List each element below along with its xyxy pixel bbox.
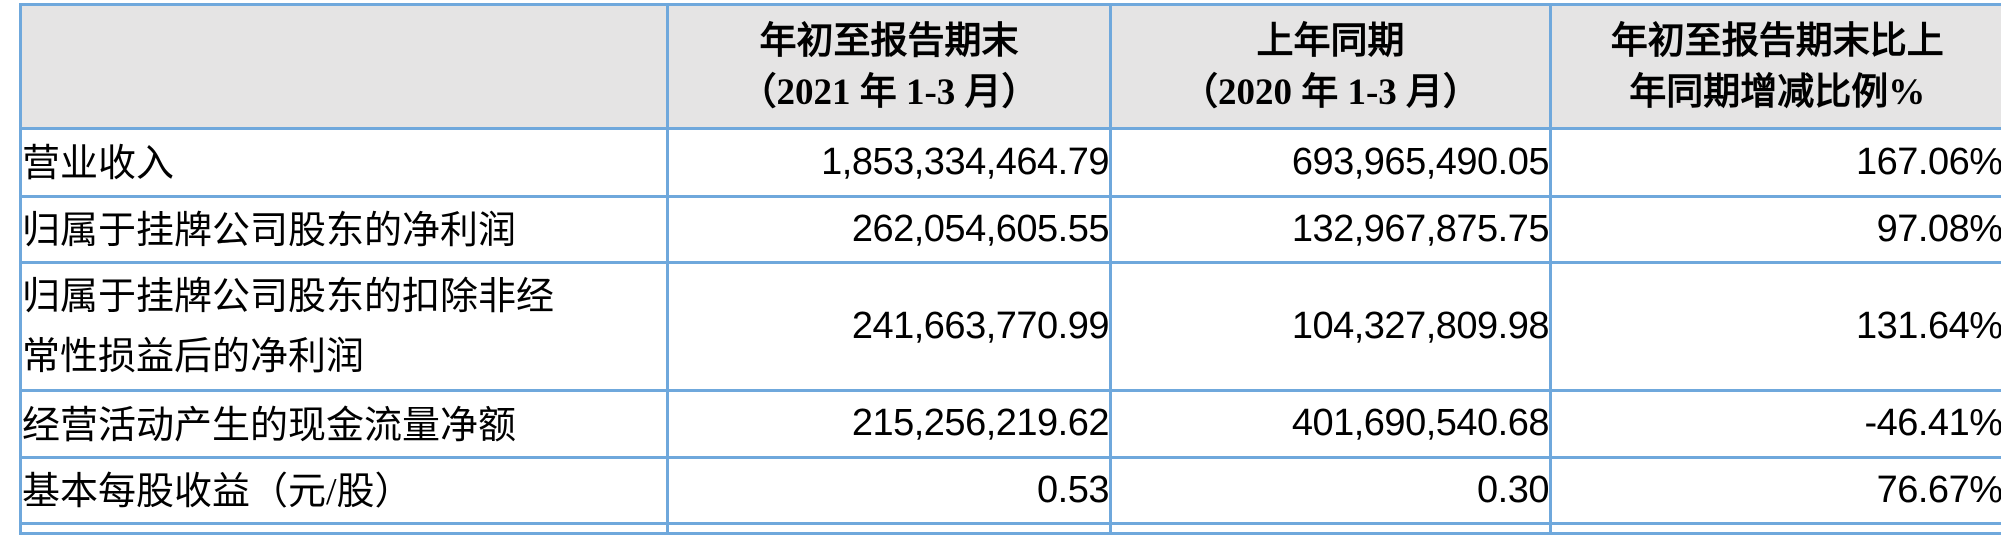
metric-label-cell: 经营活动产生的现金流量净额 [19, 389, 669, 459]
prior-period-value-cell: 693,965,490.05 [1109, 127, 1552, 198]
table-row: 基本每股收益（元/股） 0.53 0.30 76.67% [19, 455, 2001, 525]
metric-label: 营业收入 [22, 143, 175, 186]
current-period-value-cell: 215,256,219.62 [666, 389, 1112, 459]
change-ratio-cell: 131.64% [1549, 261, 2001, 393]
metric-label: 归属于挂牌公司股东的净利润 [22, 210, 517, 253]
prior-period-value-cell: 104,327,809.98 [1109, 261, 1552, 393]
cropped-cell [1549, 521, 2001, 535]
header-current-period: 年初至报告期末 （2021 年 1-3 月） [666, 3, 1112, 130]
header-prior-period-line2: （2020 年 1-3 月） [1180, 71, 1481, 113]
table-row-cropped [19, 521, 2001, 535]
table-row: 经营活动产生的现金流量净额 215,256,219.62 401,690,540… [19, 389, 2001, 459]
prior-period-value-cell: 0.30 [1109, 455, 1552, 525]
cropped-cell [19, 521, 669, 535]
metric-label-cell: 营业收入 [19, 127, 669, 198]
header-change-ratio-line2: 年同期增减比例% [1629, 71, 1926, 113]
current-period-value-cell: 241,663,770.99 [666, 261, 1112, 393]
header-change-ratio: 年初至报告期末比上 年同期增减比例% [1549, 3, 2001, 130]
header-prior-period-line1: 上年同期 [1256, 20, 1405, 62]
metric-label: 归属于挂牌公司股东的扣除非经常性损益后的净利润 [22, 275, 555, 378]
metric-label-cell: 归属于挂牌公司股东的净利润 [19, 194, 669, 265]
change-ratio-cell: -46.41% [1549, 389, 2001, 459]
header-current-period-line2: （2021 年 1-3 月） [739, 71, 1039, 113]
current-period-value-cell: 1,853,334,464.79 [666, 127, 1112, 198]
current-period-value-cell: 0.53 [666, 455, 1112, 525]
change-ratio-cell: 167.06% [1549, 127, 2001, 198]
metric-label-cell: 归属于挂牌公司股东的扣除非经常性损益后的净利润 [19, 261, 669, 393]
metric-label: 基本每股收益（元/股） [22, 470, 413, 513]
metric-label-cell: 基本每股收益（元/股） [19, 455, 669, 525]
table-row: 营业收入 1,853,334,464.79 693,965,490.05 167… [19, 127, 2001, 198]
header-change-ratio-line1: 年初至报告期末比上 [1610, 20, 1944, 62]
change-ratio-cell: 97.08% [1549, 194, 2001, 265]
header-metric-column [19, 3, 669, 130]
table-row: 归属于挂牌公司股东的扣除非经常性损益后的净利润 241,663,770.99 1… [19, 261, 2001, 393]
header-row: 年初至报告期末 （2021 年 1-3 月） 上年同期 （2020 年 1-3 … [19, 3, 2001, 130]
cropped-cell [666, 521, 1112, 535]
prior-period-value-cell: 401,690,540.68 [1109, 389, 1552, 459]
table-header: 年初至报告期末 （2021 年 1-3 月） 上年同期 （2020 年 1-3 … [19, 3, 2001, 130]
prior-period-value-cell: 132,967,875.75 [1109, 194, 1552, 265]
table-row: 归属于挂牌公司股东的净利润 262,054,605.55 132,967,875… [19, 194, 2001, 265]
change-ratio-cell: 76.67% [1549, 455, 2001, 525]
current-period-value-cell: 262,054,605.55 [666, 194, 1112, 265]
header-current-period-line1: 年初至报告期末 [759, 20, 1019, 62]
financial-summary-table: 年初至报告期末 （2021 年 1-3 月） 上年同期 （2020 年 1-3 … [19, 3, 2001, 535]
metric-label: 经营活动产生的现金流量净额 [22, 404, 517, 447]
table-body: 营业收入 1,853,334,464.79 693,965,490.05 167… [19, 127, 2001, 535]
header-prior-period: 上年同期 （2020 年 1-3 月） [1109, 3, 1552, 130]
cropped-cell [1109, 521, 1552, 535]
